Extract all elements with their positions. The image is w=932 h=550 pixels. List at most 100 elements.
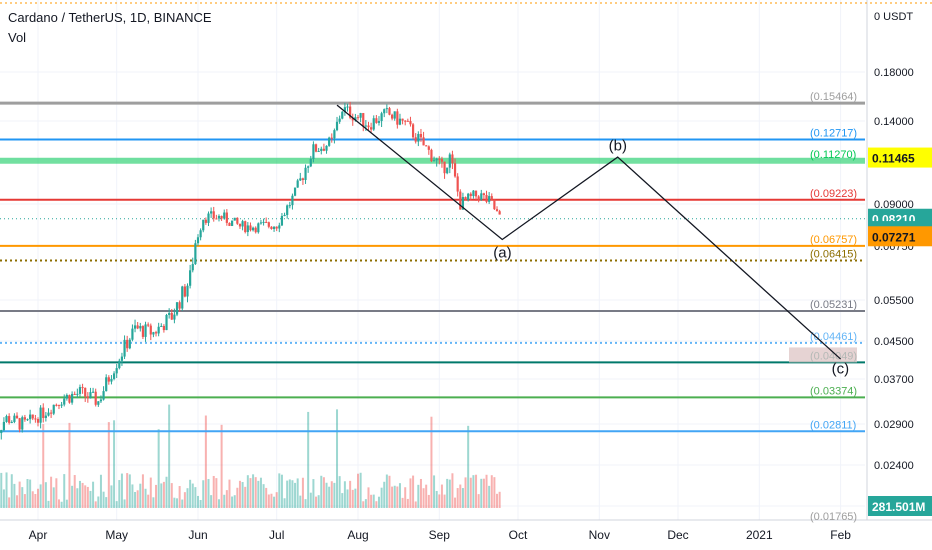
volume-bar <box>29 479 32 508</box>
volume-bar <box>176 498 179 508</box>
candle-body <box>204 219 207 223</box>
volume-bar <box>144 488 147 508</box>
volume-bar <box>102 491 105 508</box>
candle-body <box>86 396 89 399</box>
volume-bar <box>189 479 192 508</box>
volume-bar <box>477 494 480 508</box>
candle-body <box>364 125 367 127</box>
volume-bar <box>157 429 160 508</box>
candle-body <box>199 230 202 238</box>
time-tick-label: Feb <box>830 528 851 542</box>
candle-body <box>272 226 276 229</box>
candle-body <box>223 212 226 219</box>
volume-bar <box>115 501 118 508</box>
level-label: (0.09223) <box>810 188 857 200</box>
volume-bar <box>301 477 304 508</box>
candle-body <box>390 114 394 119</box>
volume-bar <box>299 495 302 508</box>
volume-bar <box>26 479 29 508</box>
candle-body <box>254 227 257 233</box>
volume-bar <box>173 497 176 508</box>
volume-bar <box>404 487 407 508</box>
volume-bar <box>5 472 8 508</box>
level-label: (0.06415) <box>810 248 857 260</box>
candle-body <box>488 196 491 202</box>
candle-body <box>461 197 465 210</box>
time-tick-label: Oct <box>509 528 528 542</box>
volume-bar <box>220 424 223 508</box>
candle-body <box>162 325 166 331</box>
time-tick-label: May <box>105 528 128 542</box>
time-tick-label: Nov <box>589 528 610 542</box>
volume-bar <box>207 479 210 508</box>
price-badge-bg <box>868 496 932 516</box>
candle-body <box>385 108 388 110</box>
currency-label: 0 USDT <box>874 11 913 23</box>
volume-bar <box>440 484 443 508</box>
volume-bar <box>475 474 478 508</box>
volume-bar <box>63 474 66 508</box>
candle-body <box>469 193 472 197</box>
time-tick-label: Dec <box>667 528 688 542</box>
volume-bar <box>362 501 365 508</box>
candle-body <box>325 145 328 151</box>
candle-body <box>362 113 365 127</box>
candle-body <box>84 387 87 397</box>
candle-body <box>39 407 42 423</box>
volume-bar <box>409 478 412 508</box>
candle-body <box>380 113 383 122</box>
candle-body <box>217 215 221 219</box>
volume-bar <box>233 495 236 508</box>
volume-bar <box>385 474 388 508</box>
volume-bar <box>283 498 286 508</box>
candle-body <box>317 150 320 152</box>
candle-body <box>202 219 205 231</box>
price-badge-bg <box>868 147 932 168</box>
volume-bar <box>92 481 95 508</box>
volume-bar <box>128 474 131 508</box>
candle-body <box>5 416 8 422</box>
time-axis: Apr May Jun Jul Aug Sep Oct Nov Dec 2021 Feb <box>29 528 852 542</box>
volume-bar <box>16 495 19 508</box>
time-tick-label: 2021 <box>746 528 773 542</box>
candle-body <box>230 220 234 226</box>
candle-body <box>21 417 24 430</box>
candle-body <box>107 377 110 382</box>
candle-body <box>70 393 74 403</box>
volume-bar <box>275 492 278 508</box>
volume-bar <box>13 483 16 508</box>
candle-body <box>490 196 493 200</box>
volume-bar <box>435 490 438 508</box>
volume-bar <box>286 480 289 508</box>
candle-body <box>438 158 441 160</box>
candle-body <box>65 394 68 399</box>
volume-bar <box>141 474 144 508</box>
candle-body <box>377 121 381 123</box>
volume-bar <box>383 481 386 508</box>
volume-bar <box>68 422 71 508</box>
candle-body <box>36 419 40 423</box>
volume-bar <box>81 482 84 508</box>
volume-bar <box>217 499 220 508</box>
volume-bar <box>76 488 79 508</box>
candle-body <box>26 419 29 421</box>
candle-body <box>422 137 425 146</box>
volume-bar <box>401 497 404 508</box>
volume-bar <box>65 499 68 508</box>
price-tick-label: 0.02400 <box>874 460 914 472</box>
candle-body <box>467 193 470 200</box>
candle-body <box>349 106 352 118</box>
volume-bar <box>307 411 310 508</box>
candle-body <box>485 195 488 202</box>
candle-body <box>212 211 215 219</box>
volume-bar <box>317 495 320 508</box>
candle-body <box>34 418 37 420</box>
volume-bar <box>325 482 328 508</box>
volume-bar <box>433 475 436 508</box>
candle-body <box>262 221 265 223</box>
candle-body <box>76 393 79 395</box>
candle-body <box>307 166 310 168</box>
volume-bar <box>485 474 488 508</box>
volume-bar <box>252 474 255 508</box>
